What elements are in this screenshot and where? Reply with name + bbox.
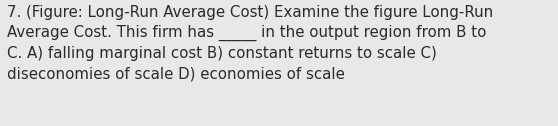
Text: 7. (Figure: Long-Run Average Cost) Examine the figure Long-Run
Average Cost. Thi: 7. (Figure: Long-Run Average Cost) Exami…	[7, 5, 493, 81]
